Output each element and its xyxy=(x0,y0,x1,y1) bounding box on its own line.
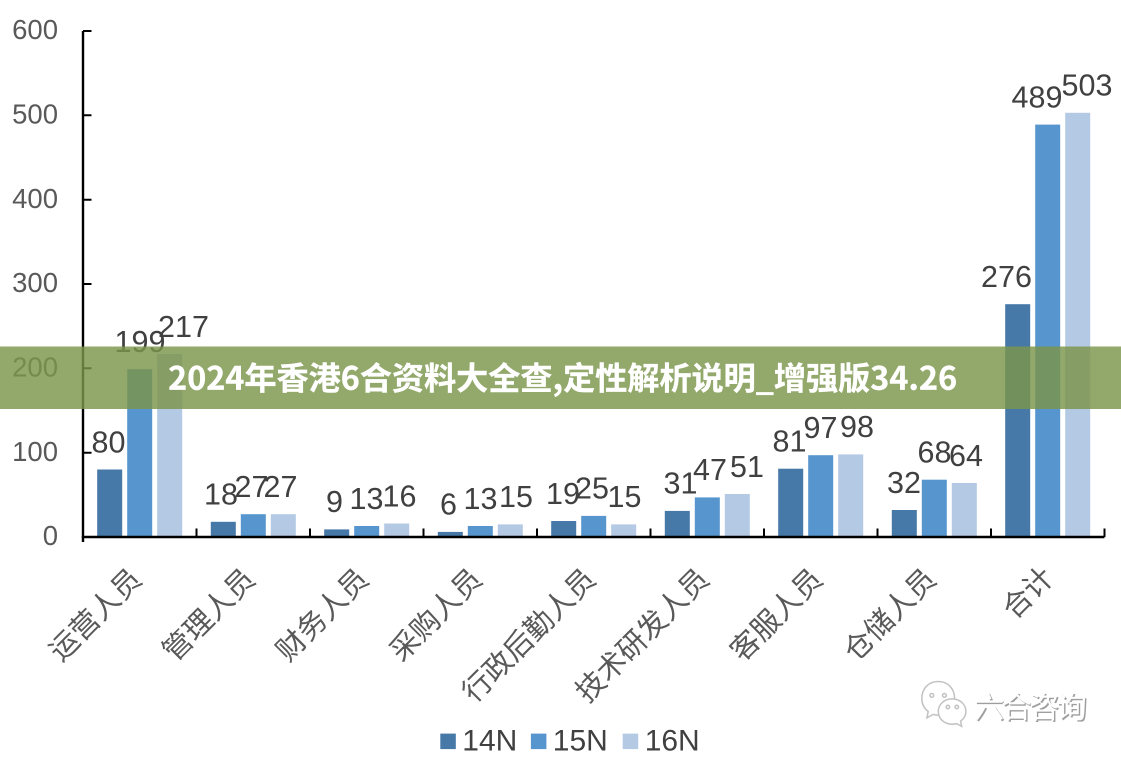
svg-text:25: 25 xyxy=(575,472,609,506)
svg-text:68: 68 xyxy=(918,436,952,470)
svg-text:16: 16 xyxy=(383,479,417,513)
svg-text:400: 400 xyxy=(12,183,58,214)
svg-text:217: 217 xyxy=(158,310,209,344)
svg-text:27: 27 xyxy=(264,470,298,504)
svg-text:300: 300 xyxy=(12,267,58,298)
svg-text:64: 64 xyxy=(949,439,983,473)
svg-text:15N: 15N xyxy=(553,724,608,757)
svg-text:0: 0 xyxy=(43,520,58,551)
svg-text:14N: 14N xyxy=(462,724,517,757)
svg-text:15: 15 xyxy=(499,480,533,514)
svg-text:503: 503 xyxy=(1062,69,1113,103)
svg-text:31: 31 xyxy=(664,467,698,501)
svg-text:27: 27 xyxy=(235,470,269,504)
svg-text:32: 32 xyxy=(887,466,921,500)
svg-text:98: 98 xyxy=(840,410,874,444)
svg-text:16N: 16N xyxy=(645,724,700,757)
svg-text:600: 600 xyxy=(12,14,58,45)
svg-text:81: 81 xyxy=(773,425,807,459)
svg-text:489: 489 xyxy=(1012,80,1063,114)
svg-text:500: 500 xyxy=(12,98,58,129)
svg-text:19: 19 xyxy=(546,477,580,511)
svg-text:13: 13 xyxy=(350,482,384,516)
svg-text:100: 100 xyxy=(12,436,58,467)
svg-text:9: 9 xyxy=(326,485,343,519)
svg-text:13: 13 xyxy=(464,482,498,516)
svg-text:47: 47 xyxy=(693,453,727,487)
svg-text:97: 97 xyxy=(804,411,838,445)
svg-text:51: 51 xyxy=(730,450,764,484)
svg-text:18: 18 xyxy=(204,478,238,512)
svg-text:15: 15 xyxy=(608,480,642,514)
svg-text:6: 6 xyxy=(440,488,457,522)
svg-text:80: 80 xyxy=(92,425,126,459)
svg-text:276: 276 xyxy=(981,260,1032,294)
